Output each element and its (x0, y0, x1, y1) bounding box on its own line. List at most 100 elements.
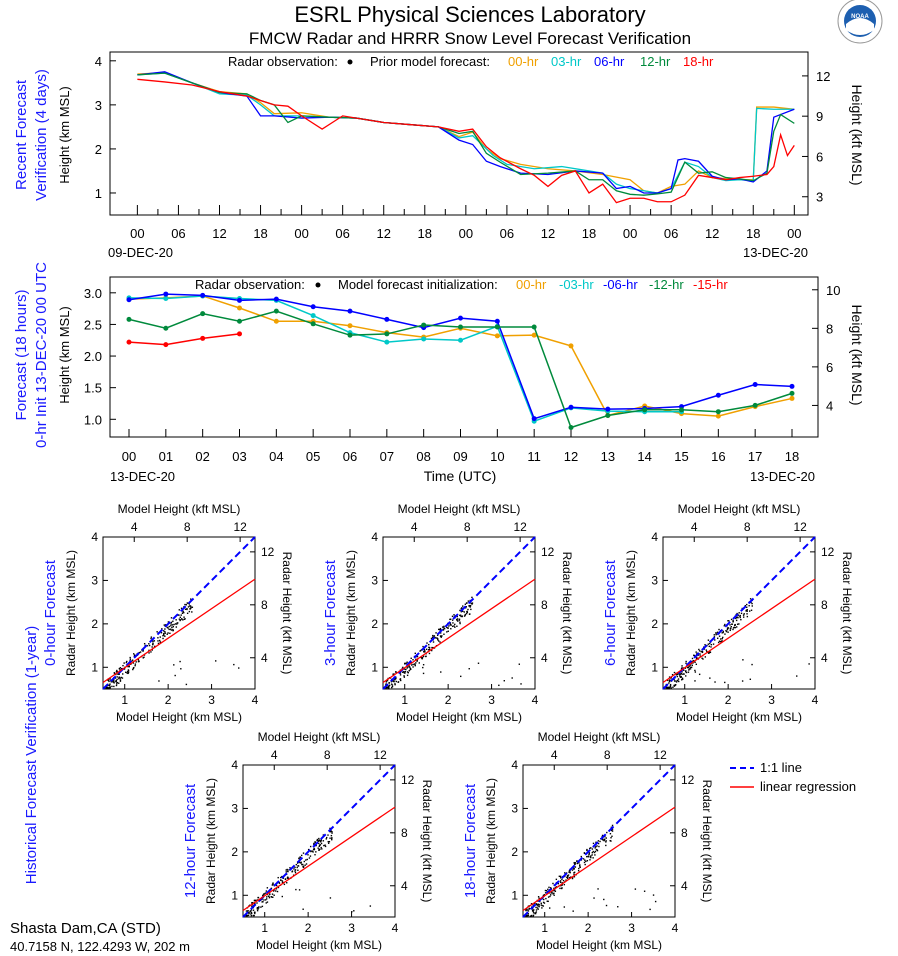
scatter-point (611, 828, 614, 830)
scatter-point (536, 907, 539, 909)
scatter-point (316, 839, 318, 842)
scatter-point (132, 662, 135, 664)
scatter-point (441, 626, 444, 628)
scatter-point (743, 613, 745, 615)
scatter-point (540, 904, 542, 906)
panel2-series-12hr-point (126, 316, 132, 322)
scatter-point (428, 648, 430, 651)
panel1-x-tick-label: 12 (541, 226, 555, 241)
scatter-point (327, 834, 329, 836)
scatter-point (691, 657, 694, 660)
scatter-point (257, 907, 260, 909)
panel1-series-03hr-line (137, 72, 795, 194)
scatter-top-tick-label: 4 (691, 520, 698, 534)
scatter-point (410, 657, 412, 659)
panel2-x-tick-label: 15 (674, 449, 688, 464)
scatter-point (685, 675, 687, 677)
scatter-point (577, 869, 580, 872)
scatter-x-tick-label: 3 (208, 693, 215, 707)
scatter-point (156, 631, 158, 633)
scatter-point (678, 675, 681, 677)
scatter-point (674, 684, 676, 687)
scatter-point (404, 672, 406, 674)
scatter-point (295, 888, 297, 891)
panel2-title-line2: 0-hr Init 13-DEC-20 00 UTC (33, 262, 50, 448)
scatter-point (252, 914, 254, 917)
scatter-point (395, 680, 397, 683)
scatter-point (388, 682, 390, 684)
scatter-point (710, 643, 713, 646)
scatter-point (162, 637, 164, 640)
scatter-point (592, 850, 594, 853)
scatter-point (188, 610, 191, 613)
scatter-right-tick-label: 4 (401, 879, 408, 893)
scatter-x-tick-label: 3 (488, 693, 495, 707)
scatter-top-tick-label: 12 (373, 748, 387, 762)
scatter-point (671, 673, 674, 676)
scatter-point (732, 627, 735, 629)
panel2-legend-12: -12-hr (649, 277, 684, 292)
scatter-point (404, 662, 406, 665)
scatter-point (399, 672, 402, 674)
scatter-point (392, 680, 394, 683)
scatter-point (133, 666, 135, 669)
panel1-legend-00: 00-hr (508, 54, 539, 69)
scatter-point (443, 633, 445, 635)
scatter-point (675, 681, 678, 683)
scatter-point (162, 633, 165, 636)
scatter-point (406, 674, 409, 677)
scatter-point (542, 905, 545, 907)
scatter-point (442, 629, 445, 631)
scatter-point (541, 904, 543, 907)
scatter-point (443, 627, 446, 630)
scatter-point (454, 623, 456, 626)
scatter-point (716, 631, 719, 633)
scatter-point (578, 862, 580, 864)
scatter-right-tick-label: 8 (261, 598, 268, 612)
panel2-series-06hr-point (310, 304, 316, 310)
scatter-point (329, 827, 331, 830)
scatter-point (424, 650, 426, 652)
scatter-point (425, 648, 428, 651)
scatter-point (605, 844, 607, 847)
scatter-point (559, 887, 561, 890)
scatter-point (689, 668, 692, 670)
panel1-y-tick-label: 2 (95, 142, 102, 157)
panel2-series-03hr-point (421, 336, 427, 342)
scatter-point (148, 643, 150, 645)
scatter-point (188, 605, 191, 607)
scatter-point (173, 664, 175, 666)
scatter-point (122, 664, 124, 667)
panel1-legend-title: Prior model forecast: (370, 54, 490, 69)
scatter-point (330, 830, 332, 833)
panel2-series-12hr-point (494, 324, 500, 330)
scatter-x-label: Model Height (km MSL) (396, 710, 522, 724)
scatter-point (733, 626, 736, 629)
scatter-point (447, 630, 449, 632)
scatter-point (152, 640, 154, 642)
scatter-point (278, 882, 281, 884)
panel2-series-12hr-point (458, 324, 463, 330)
scatter-point (738, 612, 740, 614)
scatter-point (353, 910, 355, 912)
scatter-point (675, 674, 678, 676)
scatter-point (724, 633, 726, 635)
scatter-point (171, 624, 174, 626)
scatter-point (109, 678, 111, 680)
scatter-plot-frame (242, 764, 396, 918)
scatter-panel-title: 0-hour Forecast (42, 559, 59, 666)
scatter-point (172, 629, 174, 631)
scatter-y-label: Radar Height (km MSL) (204, 778, 218, 904)
scatter-point (369, 905, 372, 907)
scatter-point (170, 617, 173, 619)
scatter-point (307, 854, 309, 856)
panel2-y-right-tick-label: 8 (826, 321, 833, 336)
scatter-point (727, 620, 729, 622)
panel2-plot-frame (109, 276, 819, 438)
scatter-point (751, 602, 753, 605)
scatter-point (721, 637, 723, 640)
scatter-point (545, 897, 547, 900)
scatter-point (610, 840, 612, 842)
scatter-point (422, 645, 424, 648)
